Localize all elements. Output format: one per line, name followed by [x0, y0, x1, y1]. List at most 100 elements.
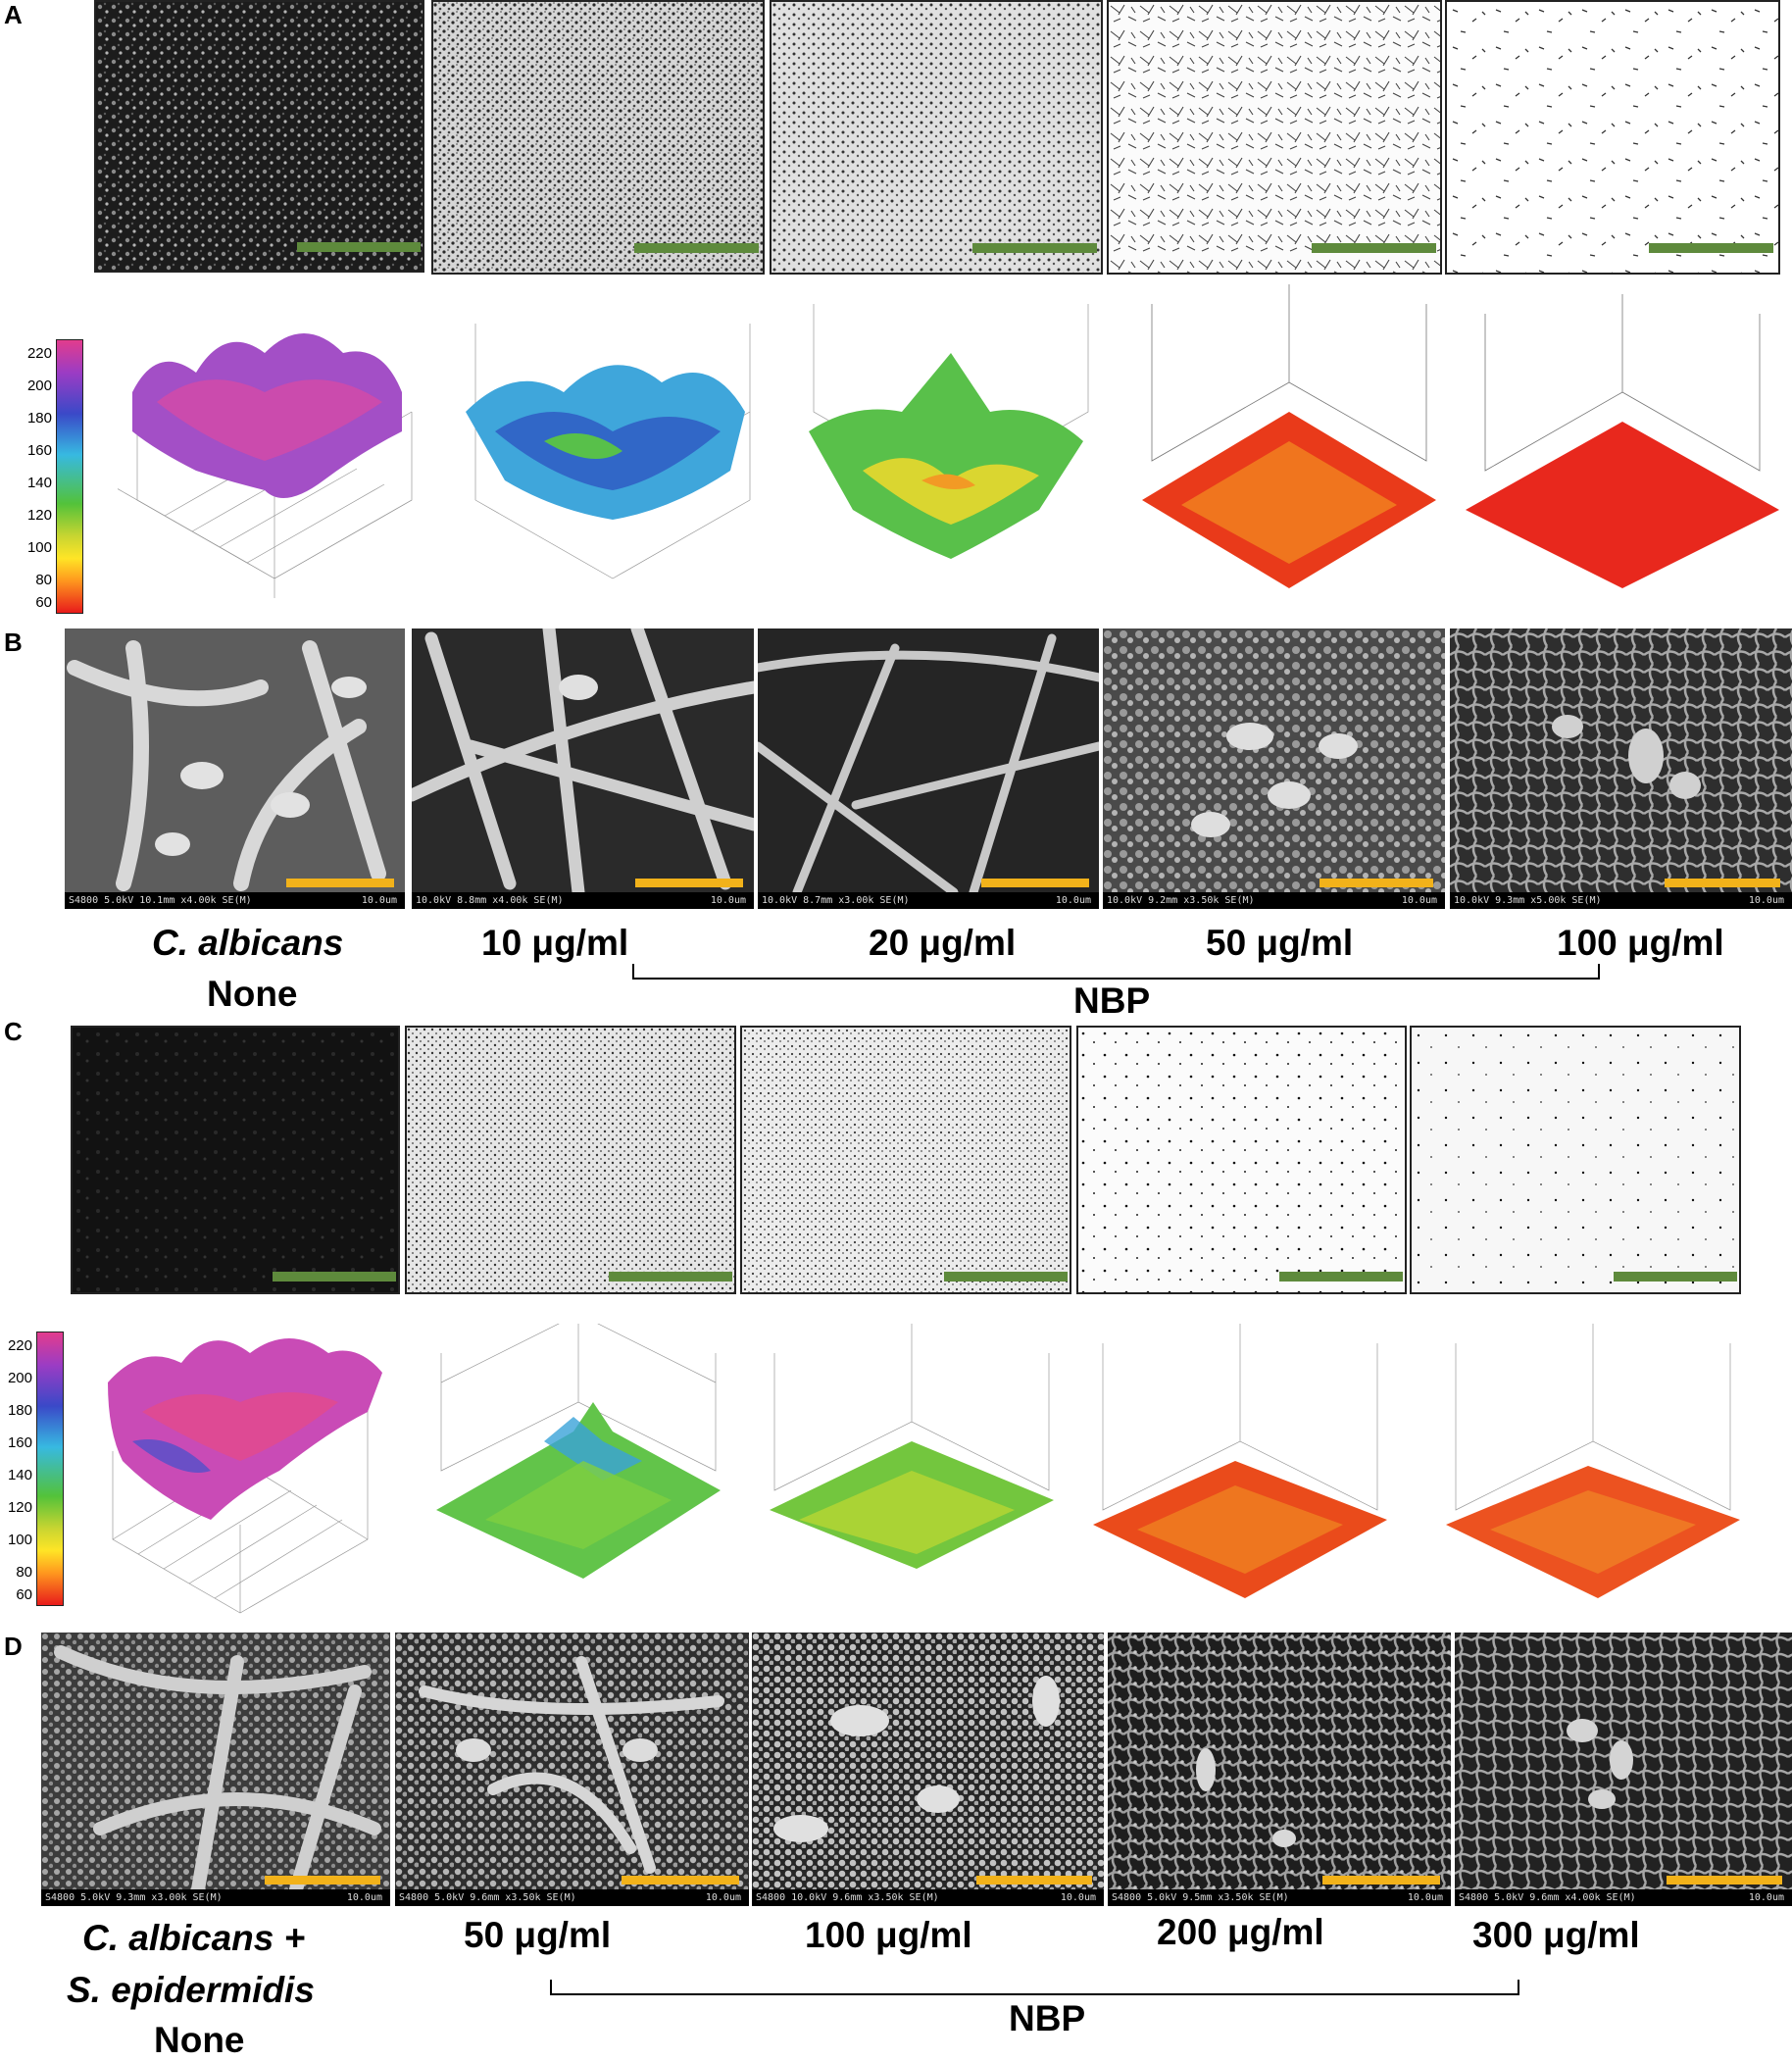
concentration-label: 100 μg/ml [1557, 923, 1724, 963]
sem-image-b4: 10.0kV 9.2mm x3.50k SE(M) 10.0um [1103, 628, 1445, 909]
scale-bar [1319, 879, 1433, 887]
sem-image-b2: 10.0kV 8.8mm x4.00k SE(M) 10.0um [412, 628, 754, 909]
scale-bar [265, 1876, 380, 1885]
sem-info-bar: 10.0kV 9.3mm x5.00k SE(M) 10.0um [1450, 892, 1792, 909]
panel-c-label: C [4, 1017, 23, 1046]
sem-info-bar: S4800 10.0kV 9.6mm x3.50k SE(M) 10.0um [752, 1889, 1104, 1906]
colorbar-tick: 140 [26, 475, 52, 491]
panel-d-label: D [4, 1632, 23, 1661]
control-label: None [154, 2020, 245, 2060]
colorbar-tick: 100 [26, 539, 52, 556]
sem-image-d1: S4800 5.0kV 9.3mm x3.00k SE(M) 10.0um [41, 1633, 390, 1906]
panel-b-label: B [4, 628, 23, 657]
sem-image-d2: S4800 5.0kV 9.6mm x3.50k SE(M) 10.0um [395, 1633, 749, 1906]
intensity-colorbar-a [56, 339, 83, 614]
colorbar-tick: 220 [26, 345, 52, 362]
surface-plot-a1 [118, 333, 413, 598]
colorbar-tick: 80 [16, 1564, 32, 1581]
colorbar-tick: 200 [26, 377, 52, 394]
sem-info-bar: S4800 5.0kV 9.6mm x3.50k SE(M) 10.0um [395, 1889, 749, 1906]
surface-plot-a2 [466, 324, 751, 579]
scale-bar [609, 1272, 732, 1282]
concentration-label: 20 μg/ml [869, 923, 1017, 963]
treatment-label: NBP [1009, 1998, 1086, 2038]
concentration-label: 50 μg/ml [464, 1915, 612, 1955]
colorbar-tick: 60 [16, 1586, 32, 1603]
scale-bar [1322, 1876, 1440, 1885]
confocal-image-c5 [1410, 1026, 1741, 1294]
concentration-label: 300 μg/ml [1472, 1915, 1640, 1955]
sem-info-bar: S4800 5.0kV 10.1mm x4.00k SE(M) 10.0um [65, 892, 405, 909]
surface-plot-a5 [1466, 294, 1779, 588]
colorbar-tick: 80 [35, 572, 52, 588]
sem-image-d3: S4800 10.0kV 9.6mm x3.50k SE(M) 10.0um [752, 1633, 1104, 1906]
scale-bar [944, 1272, 1068, 1282]
treatment-bracket [550, 1980, 1519, 1995]
intensity-colorbar-c [36, 1332, 64, 1606]
scale-bar [1649, 243, 1773, 253]
surface-plot-c1 [108, 1338, 382, 1614]
control-label: None [207, 974, 298, 1014]
scale-bar [1279, 1272, 1403, 1282]
sem-image-b3: 10.0kV 8.7mm x3.00k SE(M) 10.0um [758, 628, 1099, 909]
confocal-image-c2 [405, 1026, 736, 1294]
confocal-image-c4 [1076, 1026, 1407, 1294]
scale-bar [1614, 1272, 1737, 1282]
treatment-bracket [632, 964, 1600, 980]
scale-bar [1665, 879, 1780, 887]
confocal-image-a1 [94, 0, 424, 273]
colorbar-tick: 120 [7, 1499, 32, 1516]
sem-image-d4: S4800 5.0kV 9.5mm x3.50k SE(M) 10.0um [1108, 1633, 1451, 1906]
confocal-image-c1 [71, 1026, 400, 1294]
control-species-label: C. albicans [152, 923, 344, 963]
scale-bar [1312, 243, 1436, 253]
concentration-label: 100 μg/ml [805, 1915, 972, 1955]
sem-info-bar: S4800 5.0kV 9.6mm x4.00k SE(M) 10.0um [1455, 1889, 1792, 1906]
scale-bar [297, 242, 421, 252]
concentration-label: 50 μg/ml [1206, 923, 1354, 963]
colorbar-tick: 180 [7, 1402, 32, 1419]
scale-bar [1667, 1876, 1782, 1885]
confocal-image-a2 [431, 0, 765, 275]
colorbar-tick: 60 [35, 594, 52, 611]
confocal-image-a5 [1445, 0, 1780, 275]
scale-bar [635, 879, 743, 887]
scale-bar [981, 879, 1089, 887]
colorbar-tick: 200 [7, 1370, 32, 1386]
surface-plot-a4 [1142, 284, 1436, 588]
sem-info-bar: S4800 5.0kV 9.5mm x3.50k SE(M) 10.0um [1108, 1889, 1451, 1906]
colorbar-tick: 160 [26, 442, 52, 459]
confocal-image-a4 [1107, 0, 1442, 275]
control-species-label-1: C. albicans + [82, 1918, 306, 1958]
surface-plot-c5 [1446, 1324, 1740, 1598]
panel-a-label: A [4, 0, 23, 29]
surface-plot-c2 [436, 1324, 721, 1579]
confocal-image-c3 [740, 1026, 1071, 1294]
sem-image-b5: 10.0kV 9.3mm x5.00k SE(M) 10.0um [1450, 628, 1792, 909]
scale-bar [286, 879, 394, 887]
colorbar-tick: 140 [7, 1467, 32, 1483]
colorbar-tick: 120 [26, 507, 52, 524]
sem-image-b1: S4800 5.0kV 10.1mm x4.00k SE(M) 10.0um [65, 628, 405, 909]
colorbar-tick: 160 [7, 1434, 32, 1451]
sem-info-bar: 10.0kV 8.7mm x3.00k SE(M) 10.0um [758, 892, 1099, 909]
sem-info-bar: 10.0kV 9.2mm x3.50k SE(M) 10.0um [1103, 892, 1445, 909]
scale-bar [972, 243, 1097, 253]
scale-bar [622, 1876, 739, 1885]
surface-plot-c4 [1093, 1324, 1387, 1598]
concentration-label: 10 μg/ml [481, 923, 629, 963]
colorbar-tick: 180 [26, 410, 52, 427]
sem-info-bar: 10.0kV 8.8mm x4.00k SE(M) 10.0um [412, 892, 754, 909]
surface-plot-a3 [809, 304, 1089, 559]
sem-image-d5: S4800 5.0kV 9.6mm x4.00k SE(M) 10.0um [1455, 1633, 1792, 1906]
control-species-label-2: S. epidermidis [67, 1970, 315, 2010]
scale-bar [976, 1876, 1092, 1885]
scale-bar [634, 243, 759, 253]
concentration-label: 200 μg/ml [1157, 1912, 1324, 1952]
surface-plot-c3 [770, 1324, 1054, 1569]
colorbar-tick: 100 [7, 1532, 32, 1548]
scale-bar [273, 1272, 396, 1282]
colorbar-tick: 220 [7, 1337, 32, 1354]
sem-info-bar: S4800 5.0kV 9.3mm x3.00k SE(M) 10.0um [41, 1889, 390, 1906]
confocal-image-a3 [770, 0, 1103, 275]
